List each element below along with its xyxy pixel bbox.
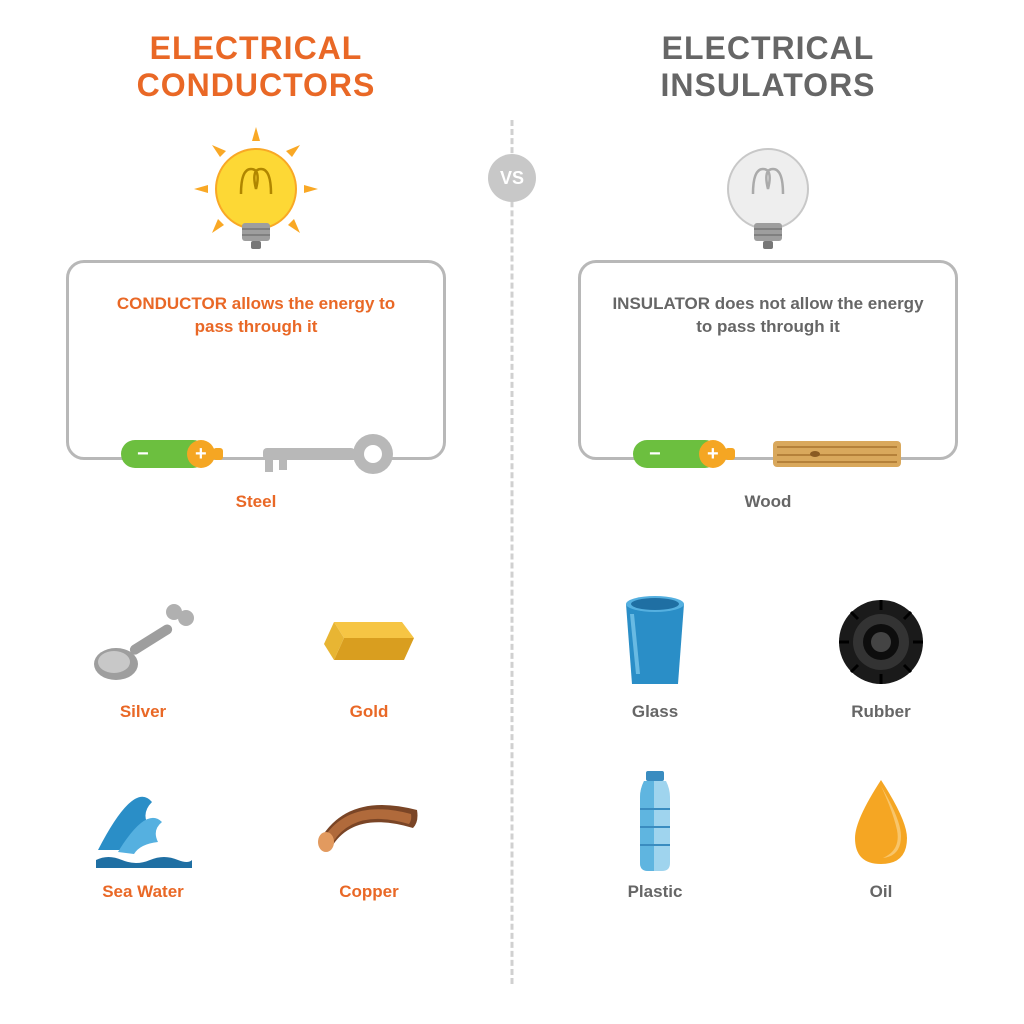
svg-text:+: +: [707, 443, 719, 465]
conductor-item-gold: Gold: [266, 572, 472, 722]
lightbulb-on-icon: [186, 124, 326, 264]
insulators-grid: Glass: [552, 572, 984, 902]
insulator-label-rubber: Rubber: [851, 702, 911, 722]
conductor-label-copper: Copper: [339, 882, 399, 902]
conductor-description: CONDUCTOR allows the energy to pass thro…: [69, 293, 443, 339]
vs-badge: VS: [488, 154, 536, 202]
bulb-off-area: [698, 124, 838, 264]
copper-pipe-icon: [309, 782, 429, 862]
plastic-bottle-icon: [620, 767, 690, 877]
infographic-container: VS ELECTRICAL CONDUCTORS: [0, 0, 1024, 1024]
insulator-item-plastic: Plastic: [552, 752, 758, 902]
key-icon: [255, 429, 395, 479]
tire-icon: [831, 592, 931, 692]
conductors-grid: Silver Gold: [40, 572, 472, 902]
insulator-description: INSULATOR does not allow the energy to p…: [581, 293, 955, 339]
wave-icon: [88, 772, 198, 872]
insulator-label-glass: Glass: [632, 702, 678, 722]
conductor-circuit-material-label: Steel: [236, 492, 277, 512]
conductor-item-silver: Silver: [40, 572, 246, 722]
conductor-circuit-box: CONDUCTOR allows the energy to pass thro…: [66, 260, 446, 460]
insulator-circuit-material-label: Wood: [745, 492, 792, 512]
insulator-circuit: INSULATOR does not allow the energy to p…: [552, 124, 984, 512]
insulator-item-oil: Oil: [778, 752, 984, 902]
conductors-panel: ELECTRICAL CONDUCTORS: [0, 0, 512, 1024]
conductors-title: ELECTRICAL CONDUCTORS: [137, 30, 376, 104]
gold-bar-icon: [314, 602, 424, 682]
battery-icon: − +: [629, 432, 739, 476]
glass-cup-icon: [610, 592, 700, 692]
spoon-icon: [88, 592, 198, 692]
conductor-item-seawater: Sea Water: [40, 752, 246, 902]
conductor-circuit: CONDUCTOR allows the energy to pass thro…: [40, 124, 472, 512]
svg-text:−: −: [649, 443, 661, 465]
insulator-item-glass: Glass: [552, 572, 758, 722]
oil-drop-icon: [841, 772, 921, 872]
conductors-title-line2: CONDUCTORS: [137, 67, 376, 103]
bulb-on-area: [186, 124, 326, 264]
insulator-label-oil: Oil: [870, 882, 893, 902]
svg-text:+: +: [195, 443, 207, 465]
conductors-title-line1: ELECTRICAL: [150, 30, 363, 66]
insulator-item-rubber: Rubber: [778, 572, 984, 722]
conductor-label-silver: Silver: [120, 702, 166, 722]
svg-text:−: −: [137, 443, 149, 465]
conductor-label-seawater: Sea Water: [102, 882, 184, 902]
insulators-title-line1: ELECTRICAL: [662, 30, 875, 66]
center-divider: [511, 120, 514, 984]
conductor-label-gold: Gold: [350, 702, 389, 722]
lightbulb-off-icon: [698, 124, 838, 264]
wood-plank-icon: [767, 429, 907, 479]
battery-icon: − +: [117, 432, 227, 476]
insulator-label-plastic: Plastic: [628, 882, 683, 902]
conductor-circuit-bottom: − +: [69, 429, 443, 479]
insulator-circuit-bottom: − +: [581, 429, 955, 479]
insulators-title: ELECTRICAL INSULATORS: [660, 30, 875, 104]
insulators-title-line2: INSULATORS: [660, 67, 875, 103]
conductor-item-copper: Copper: [266, 752, 472, 902]
insulators-panel: ELECTRICAL INSULATORS I: [512, 0, 1024, 1024]
insulator-circuit-box: INSULATOR does not allow the energy to p…: [578, 260, 958, 460]
